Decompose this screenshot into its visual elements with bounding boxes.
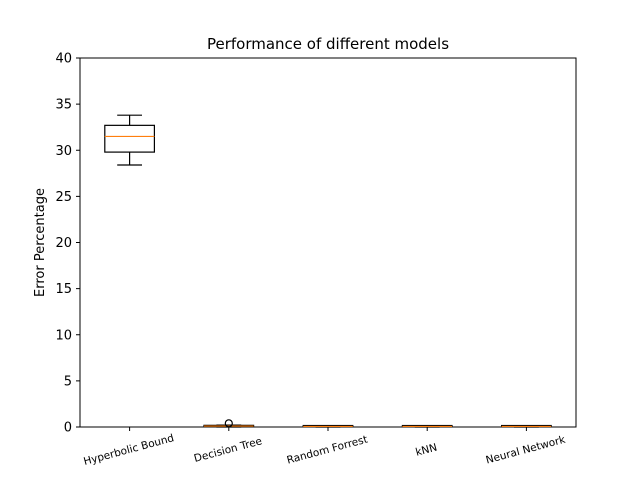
chart-title: Performance of different models [207,35,449,53]
y-tick-label: 20 [55,236,72,251]
x-tick-label: Neural Network [485,433,568,466]
y-tick-label: 25 [55,190,72,205]
flier-point [224,419,233,428]
plot-area: 0 5 10 15 20 25 30 35 40 Hyperbolic Bound Decision… [55,52,577,468]
x-tick-label: Decision Tree [193,435,264,465]
box [104,124,156,153]
y-tick-label: 30 [55,144,72,159]
y-tick-label: 5 [64,374,72,389]
y-tick-label: 0 [64,421,72,436]
y-tick-label: 10 [55,328,72,343]
y-tick-label: 35 [55,98,72,113]
x-tick-label: Hyperbolic Bound [82,432,175,468]
x-tick-label: Random Forrest [286,434,369,467]
axes-frame [79,57,577,428]
y-axis-label: Error Percentage [33,188,48,297]
y-tick-label: 40 [55,52,72,67]
y-tick-label: 15 [55,282,72,297]
x-tick-label: kNN [414,441,438,458]
